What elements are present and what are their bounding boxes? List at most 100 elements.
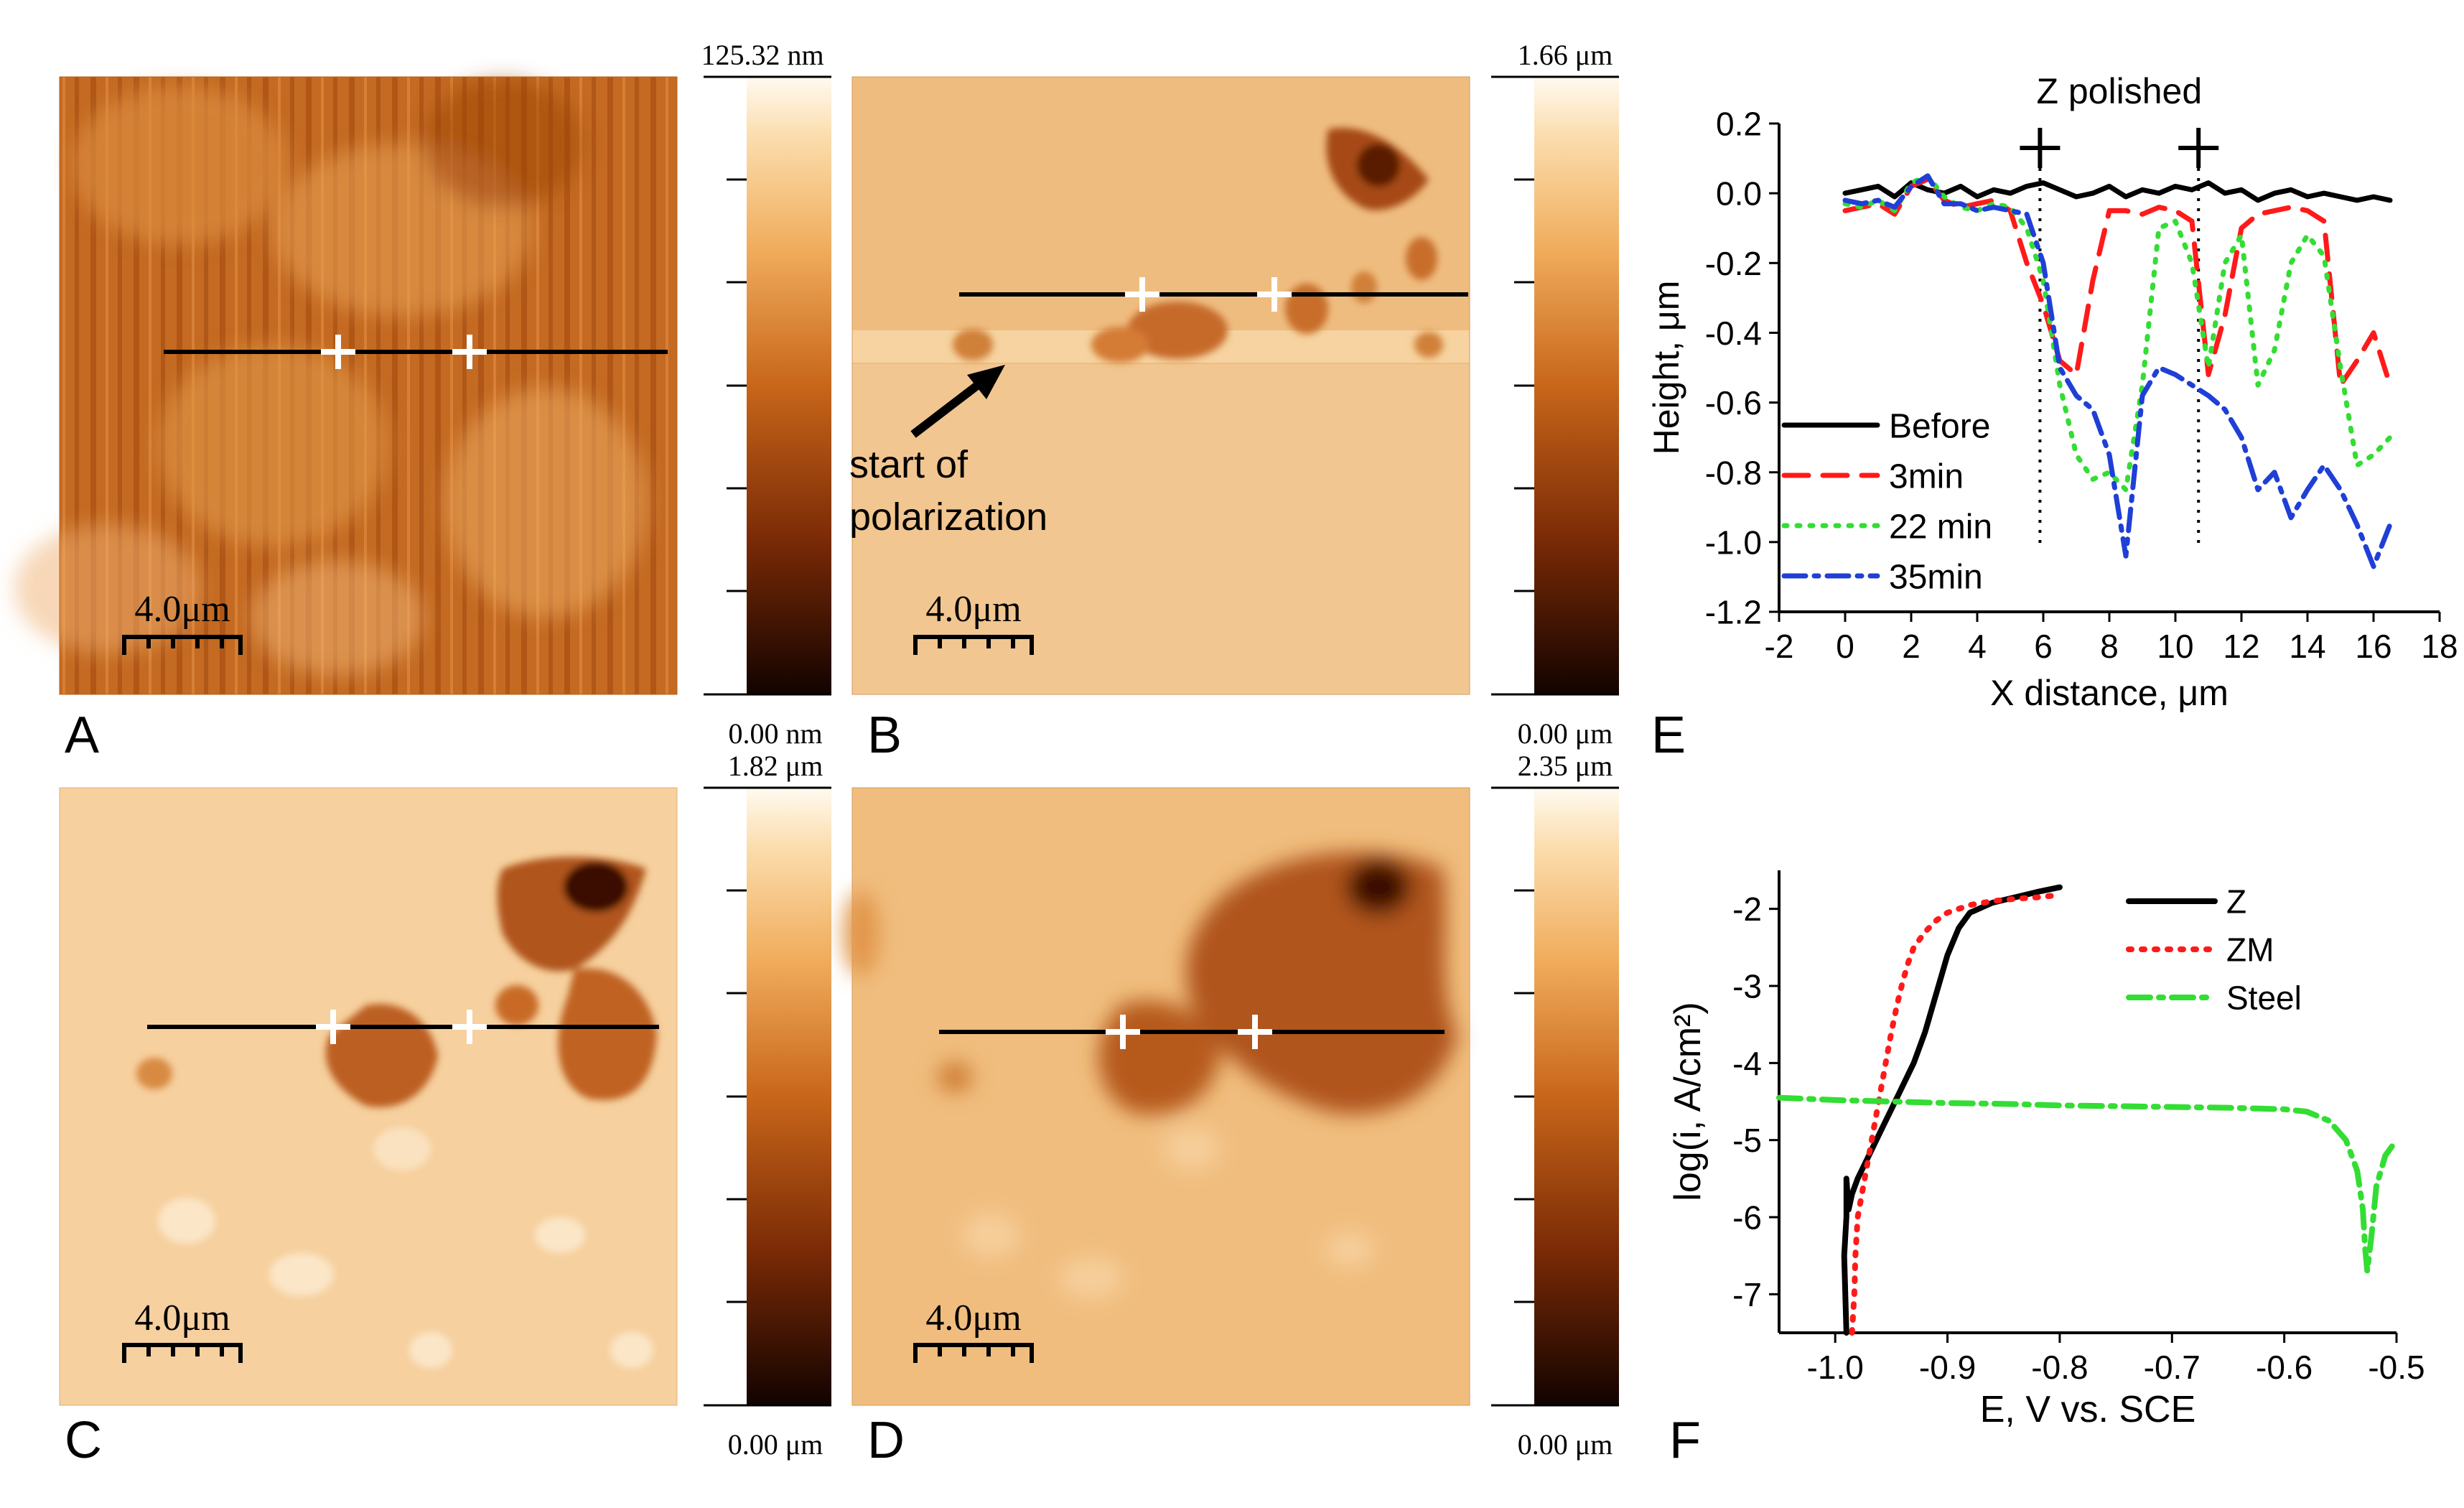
chart-f: -1.0 -0.9 -0.8 -0.7 -0.6 -0.5 -2 -3 -4 -5 -6 -7 E, V… <box>1667 870 2425 1430</box>
colorbar-c-min: 0.00 μm <box>728 1428 823 1461</box>
panel-d-frame <box>851 787 1470 1406</box>
chart-e-x-tick-label: 0 <box>1836 628 1854 665</box>
chart-f-y-tick-label: -6 <box>1732 1199 1762 1237</box>
colorbar-a-max: 125.32 nm <box>701 39 823 71</box>
chart-e-x-axis-label: X distance, μm <box>1990 673 2229 713</box>
chart-e-legend-label: 22 min <box>1889 508 1992 546</box>
panel-f-label: F <box>1669 1412 1701 1469</box>
panel-b-label: B <box>867 707 902 764</box>
chart-f-y-tick-label: -4 <box>1732 1045 1762 1082</box>
chart-f-x-tick-label: -0.7 <box>2144 1349 2201 1386</box>
panel-a-scalebar-label: 4.0μm <box>134 589 230 630</box>
panel-a-frame <box>59 76 678 695</box>
chart-e-y-tick-label: -0.4 <box>1705 315 1762 352</box>
panel-a-scalebar <box>122 635 243 655</box>
panel-a: 4.0μm A <box>14 76 678 764</box>
panel-a-texture <box>14 79 646 675</box>
panel-b-cross-marker-1 <box>1125 277 1159 312</box>
chart-e-cross-marker <box>2178 128 2219 168</box>
colorbar-a-gradient <box>747 77 831 694</box>
colorbar-d-max: 2.35 μm <box>1518 750 1613 782</box>
chart-e-x-tick-label: 18 <box>2421 628 2458 665</box>
chart-e-y-tick-label: 0.2 <box>1716 106 1762 143</box>
panel-d-scalebar <box>913 1343 1034 1363</box>
chart-e-title: Z polished <box>2036 71 2202 111</box>
panel-d-label: D <box>867 1412 905 1469</box>
colorbar-d: 2.35 μm 0.00 μm <box>1491 750 1619 1461</box>
panel-c-cross-marker-1 <box>316 1010 350 1044</box>
panel-d-cross-marker-1 <box>1106 1015 1140 1049</box>
chart-e-x-tick-label: 6 <box>2034 628 2053 665</box>
chart-f-x-tick-label: -0.5 <box>2368 1349 2425 1386</box>
chart-f-series-zm <box>1849 892 2063 1336</box>
panel-a-cross-marker-2 <box>452 335 487 369</box>
colorbar-c-gradient <box>747 788 831 1405</box>
chart-f-x-tick-label: -0.6 <box>2256 1349 2313 1386</box>
chart-e-y-tick-label: -1.0 <box>1705 523 1762 561</box>
colorbar-b: 1.66 μm 0.00 μm <box>1491 39 1619 750</box>
panel-d-cross-marker-2 <box>1238 1015 1272 1049</box>
chart-e-y-tick-label: -0.2 <box>1705 245 1762 282</box>
chart-f-y-tick-label: -2 <box>1732 890 1762 928</box>
chart-e-y-tick-label: 0.0 <box>1716 175 1762 213</box>
panel-b-annotation-line2: polarization <box>849 495 1047 539</box>
panel-c: 4.0μm C <box>59 787 678 1469</box>
panel-c-cross-marker-2 <box>452 1010 487 1044</box>
colorbar-a-min: 0.00 nm <box>728 717 822 750</box>
colorbar-b-gradient <box>1534 77 1619 694</box>
chart-e-legend-label: Before <box>1889 407 1990 445</box>
chart-f-x-tick-label: -1.0 <box>1807 1349 1864 1386</box>
chart-e: -2 0 2 4 6 8 10 12 14 16 18 0.2 0.0 -0.2 -0.4 -0.6 -0.8 -… <box>1646 71 2458 713</box>
panel-c-scalebar <box>122 1343 243 1363</box>
chart-e-x-tick-label: 2 <box>1902 628 1921 665</box>
chart-e-y-tick-label: -1.2 <box>1705 594 1762 631</box>
chart-e-series-22-min <box>1842 173 2393 493</box>
chart-f-y-tick-label: -7 <box>1732 1276 1762 1313</box>
chart-e-series-before <box>1842 180 2393 203</box>
chart-f-x-tick-label: -0.8 <box>2031 1349 2088 1386</box>
chart-f-series-z <box>1841 884 2063 1336</box>
panel-d-scalebar-label: 4.0μm <box>925 1298 1021 1339</box>
chart-f-x-axis-label: E, V vs. SCE <box>1980 1389 2196 1430</box>
panel-b-annotation-line1: start of <box>849 443 969 486</box>
chart-e-x-tick-label: 8 <box>2100 628 2119 665</box>
chart-e-x-tick-label: -2 <box>1765 628 1794 665</box>
chart-e-x-tick-label: 4 <box>1968 628 1987 665</box>
panel-a-label: A <box>65 707 99 764</box>
colorbar-d-gradient <box>1534 788 1619 1405</box>
chart-f-y-axis-label: log(i, A/cm²) <box>1667 1002 1709 1201</box>
panel-c-scalebar-label: 4.0μm <box>134 1298 230 1339</box>
panel-b-arrow <box>910 365 1005 438</box>
chart-f-x-tick-label: -0.9 <box>1919 1349 1976 1386</box>
colorbar-c: 1.82 μm 0.00 μm <box>704 750 831 1461</box>
panel-d: 4.0μm D <box>844 787 1470 1469</box>
chart-e-legend-label: 35min <box>1889 558 1983 596</box>
chart-e-y-tick-label: -0.6 <box>1705 384 1762 422</box>
panel-b-cross-marker-2 <box>1257 277 1292 312</box>
chart-e-legend-label: 3min <box>1889 457 1964 495</box>
panel-b-pits <box>953 128 1443 363</box>
chart-f-legend-label: ZM <box>2226 931 2274 969</box>
chart-e-y-tick-label: -0.8 <box>1705 454 1762 491</box>
panel-b-scalebar-label: 4.0μm <box>925 589 1021 630</box>
chart-e-x-tick-label: 16 <box>2355 628 2391 665</box>
panel-b-frame <box>851 76 1470 695</box>
colorbar-b-min: 0.00 μm <box>1518 717 1613 750</box>
chart-e-series-3min <box>1842 177 2393 388</box>
panel-a-cross-marker-1 <box>321 335 355 369</box>
colorbar-b-max: 1.66 μm <box>1518 39 1613 71</box>
colorbar-d-min: 0.00 μm <box>1518 1428 1613 1461</box>
panel-e-label: E <box>1651 707 1686 764</box>
colorbar-c-max: 1.82 μm <box>728 750 823 782</box>
chart-f-y-tick-label: -3 <box>1732 968 1762 1005</box>
chart-f-y-tick-label: -5 <box>1732 1122 1762 1159</box>
panel-b-scalebar <box>913 635 1034 655</box>
chart-e-y-axis-label: Height, μm <box>1646 281 1686 455</box>
chart-e-x-tick-label: 10 <box>2157 628 2193 665</box>
chart-e-series-35min <box>1842 173 2393 569</box>
chart-f-legend-label: Z <box>2226 883 2246 921</box>
panel-c-frame <box>59 787 678 1406</box>
colorbar-a: 125.32 nm 0.00 nm <box>701 39 831 750</box>
panel-c-label: C <box>65 1412 102 1469</box>
